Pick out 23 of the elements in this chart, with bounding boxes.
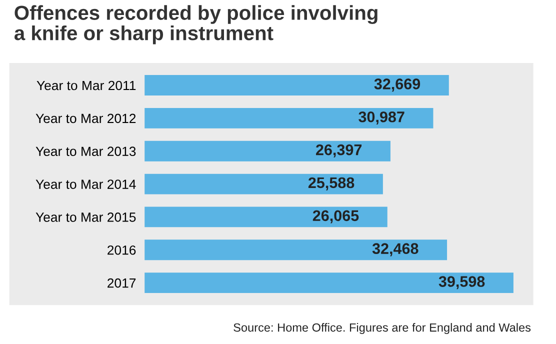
bar [144,174,383,194]
bar [144,272,514,294]
y-tick-label: Year to Mar 2013 [36,146,136,156]
y-tick-label: 2017 [108,278,136,288]
chart-title: Offences recorded by police involving a knife or sharp instrument [14,5,378,44]
source-note: Source: Home Office. Figures are for England and Wales [234,323,531,334]
bar [144,240,448,260]
data-label: 26,065 [312,210,359,224]
bar [144,140,390,162]
bar [144,206,388,228]
data-label: 32,669 [374,78,420,92]
data-label: 32,468 [372,243,418,256]
y-tick-label: Year to Mar 2015 [36,212,136,222]
y-tick-label: Year to Mar 2012 [36,114,136,124]
data-label: 39,598 [438,276,485,290]
y-tick-label: Year to Mar 2014 [36,180,136,189]
data-label: 25,588 [308,177,354,190]
data-label: 26,397 [316,144,362,158]
y-tick-label: Year to Mar 2011 [36,80,136,90]
bar [144,75,449,96]
bar [144,108,434,128]
data-label: 30,987 [358,111,404,125]
y-tick-label: 2016 [108,245,136,255]
